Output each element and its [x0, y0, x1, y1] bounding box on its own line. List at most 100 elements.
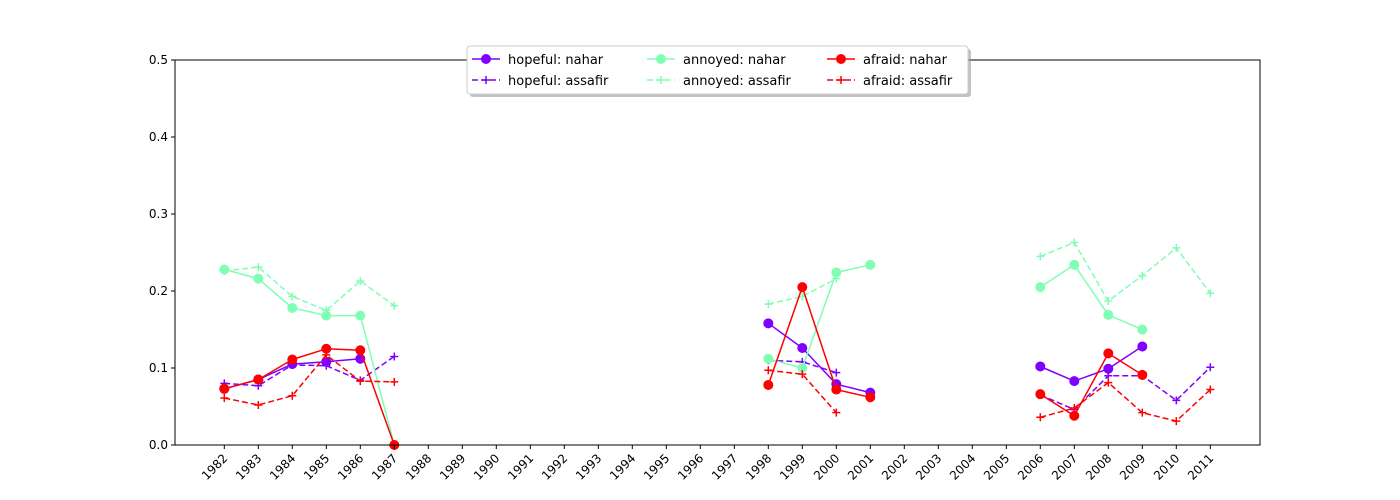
x-tick-label: 2010	[1151, 451, 1182, 482]
data-point	[253, 374, 264, 385]
data-point	[865, 259, 876, 270]
series-line	[1040, 241, 1211, 302]
data-point	[355, 345, 366, 356]
data-point	[1035, 282, 1046, 293]
data-point	[1206, 385, 1215, 394]
data-point	[865, 392, 876, 403]
data-point	[1103, 348, 1114, 359]
data-point	[390, 352, 399, 361]
series-layer	[219, 238, 1215, 450]
data-point	[1172, 243, 1181, 252]
x-tick-label: 2005	[981, 451, 1012, 482]
legend-item: afraid: nahar	[827, 53, 948, 68]
data-point	[1069, 376, 1080, 387]
legend-swatch-marker	[656, 54, 666, 64]
data-point	[763, 318, 774, 329]
legend-label: annoyed: assafir	[683, 74, 792, 89]
legend-swatch-marker	[481, 54, 491, 64]
data-point	[1137, 341, 1148, 352]
data-point	[1036, 413, 1045, 422]
y-tick-label: 0.3	[149, 207, 168, 221]
data-point	[219, 383, 230, 394]
legend-swatch-marker	[837, 76, 845, 84]
legend-swatch-marker	[836, 54, 846, 64]
data-point	[1104, 378, 1113, 387]
series-line	[224, 348, 396, 446]
data-point	[832, 274, 841, 283]
data-point	[287, 302, 298, 313]
data-point	[1036, 252, 1045, 261]
x-tick-label: 2002	[879, 451, 910, 482]
legend-swatch-marker	[657, 76, 665, 84]
y-tick-label: 0.5	[149, 53, 168, 67]
x-tick-label: 2007	[1049, 451, 1080, 482]
y-tick-label: 0.0	[149, 438, 168, 452]
x-tick-label: 1983	[233, 451, 264, 482]
data-point	[356, 377, 365, 386]
x-tick-label: 1988	[403, 451, 434, 482]
x-tick-label: 1985	[301, 451, 332, 482]
data-point	[287, 354, 298, 365]
data-point	[322, 306, 331, 315]
x-tick-label: 1982	[199, 451, 230, 482]
series	[220, 238, 1215, 315]
data-point	[254, 400, 263, 409]
y-axis: 0.0 0.1 0.2 0.3 0.4 0.5	[149, 53, 175, 452]
legend-label: hopeful: assafir	[508, 74, 609, 89]
legend-label: afraid: assafir	[863, 74, 953, 89]
data-point	[1172, 417, 1181, 426]
data-point	[798, 370, 807, 379]
x-tick-label: 1990	[471, 451, 502, 482]
data-point	[832, 368, 841, 377]
data-point	[763, 353, 774, 364]
data-point	[390, 301, 399, 310]
x-axis: 1982 1983 1984 1985 1986 1987 1988 1989 1990 1991…	[199, 445, 1216, 483]
legend-label: afraid: nahar	[863, 53, 948, 68]
data-point	[288, 292, 297, 301]
series-line	[224, 268, 396, 446]
data-point	[1138, 408, 1147, 417]
data-point	[322, 361, 331, 370]
y-tick-label: 0.1	[149, 361, 168, 375]
x-tick-label: 2004	[947, 451, 978, 482]
x-tick-label: 2011	[1185, 451, 1216, 482]
plot-area	[175, 60, 1260, 445]
data-point	[764, 366, 773, 375]
x-tick-label: 2001	[845, 451, 876, 482]
legend-item: annoyed: assafir	[647, 74, 792, 89]
data-point	[764, 300, 773, 309]
x-tick-label: 1987	[369, 451, 400, 482]
y-tick-label: 0.2	[149, 284, 168, 298]
x-tick-label: 1989	[437, 451, 468, 482]
data-point	[1035, 361, 1046, 372]
data-point	[355, 310, 366, 321]
data-point	[1070, 404, 1079, 413]
legend: hopeful: nahar hopeful: assafir annoyed: n…	[466, 45, 971, 97]
series-line	[1040, 345, 1143, 382]
data-point	[797, 342, 808, 353]
series-line	[1039, 264, 1143, 331]
data-point	[1069, 410, 1080, 421]
data-point	[322, 350, 331, 359]
data-point	[253, 273, 264, 284]
series-line	[224, 354, 395, 406]
x-tick-label: 1995	[641, 451, 672, 482]
series-line	[768, 278, 837, 305]
data-point	[763, 379, 774, 390]
data-point	[1069, 259, 1080, 270]
legend-item: afraid: assafir	[827, 74, 953, 89]
data-point	[254, 263, 263, 272]
x-tick-label: 1991	[505, 451, 536, 482]
x-tick-label: 1992	[539, 451, 570, 482]
data-point	[1172, 396, 1181, 405]
series	[219, 282, 1148, 450]
series-line	[224, 355, 395, 387]
data-point	[1104, 371, 1113, 380]
x-tick-label: 2006	[1015, 451, 1046, 482]
x-tick-label: 2000	[811, 451, 842, 482]
x-tick-label: 1998	[743, 451, 774, 482]
legend-label: annoyed: nahar	[683, 53, 786, 68]
series-line	[768, 264, 871, 369]
data-point	[356, 276, 365, 285]
